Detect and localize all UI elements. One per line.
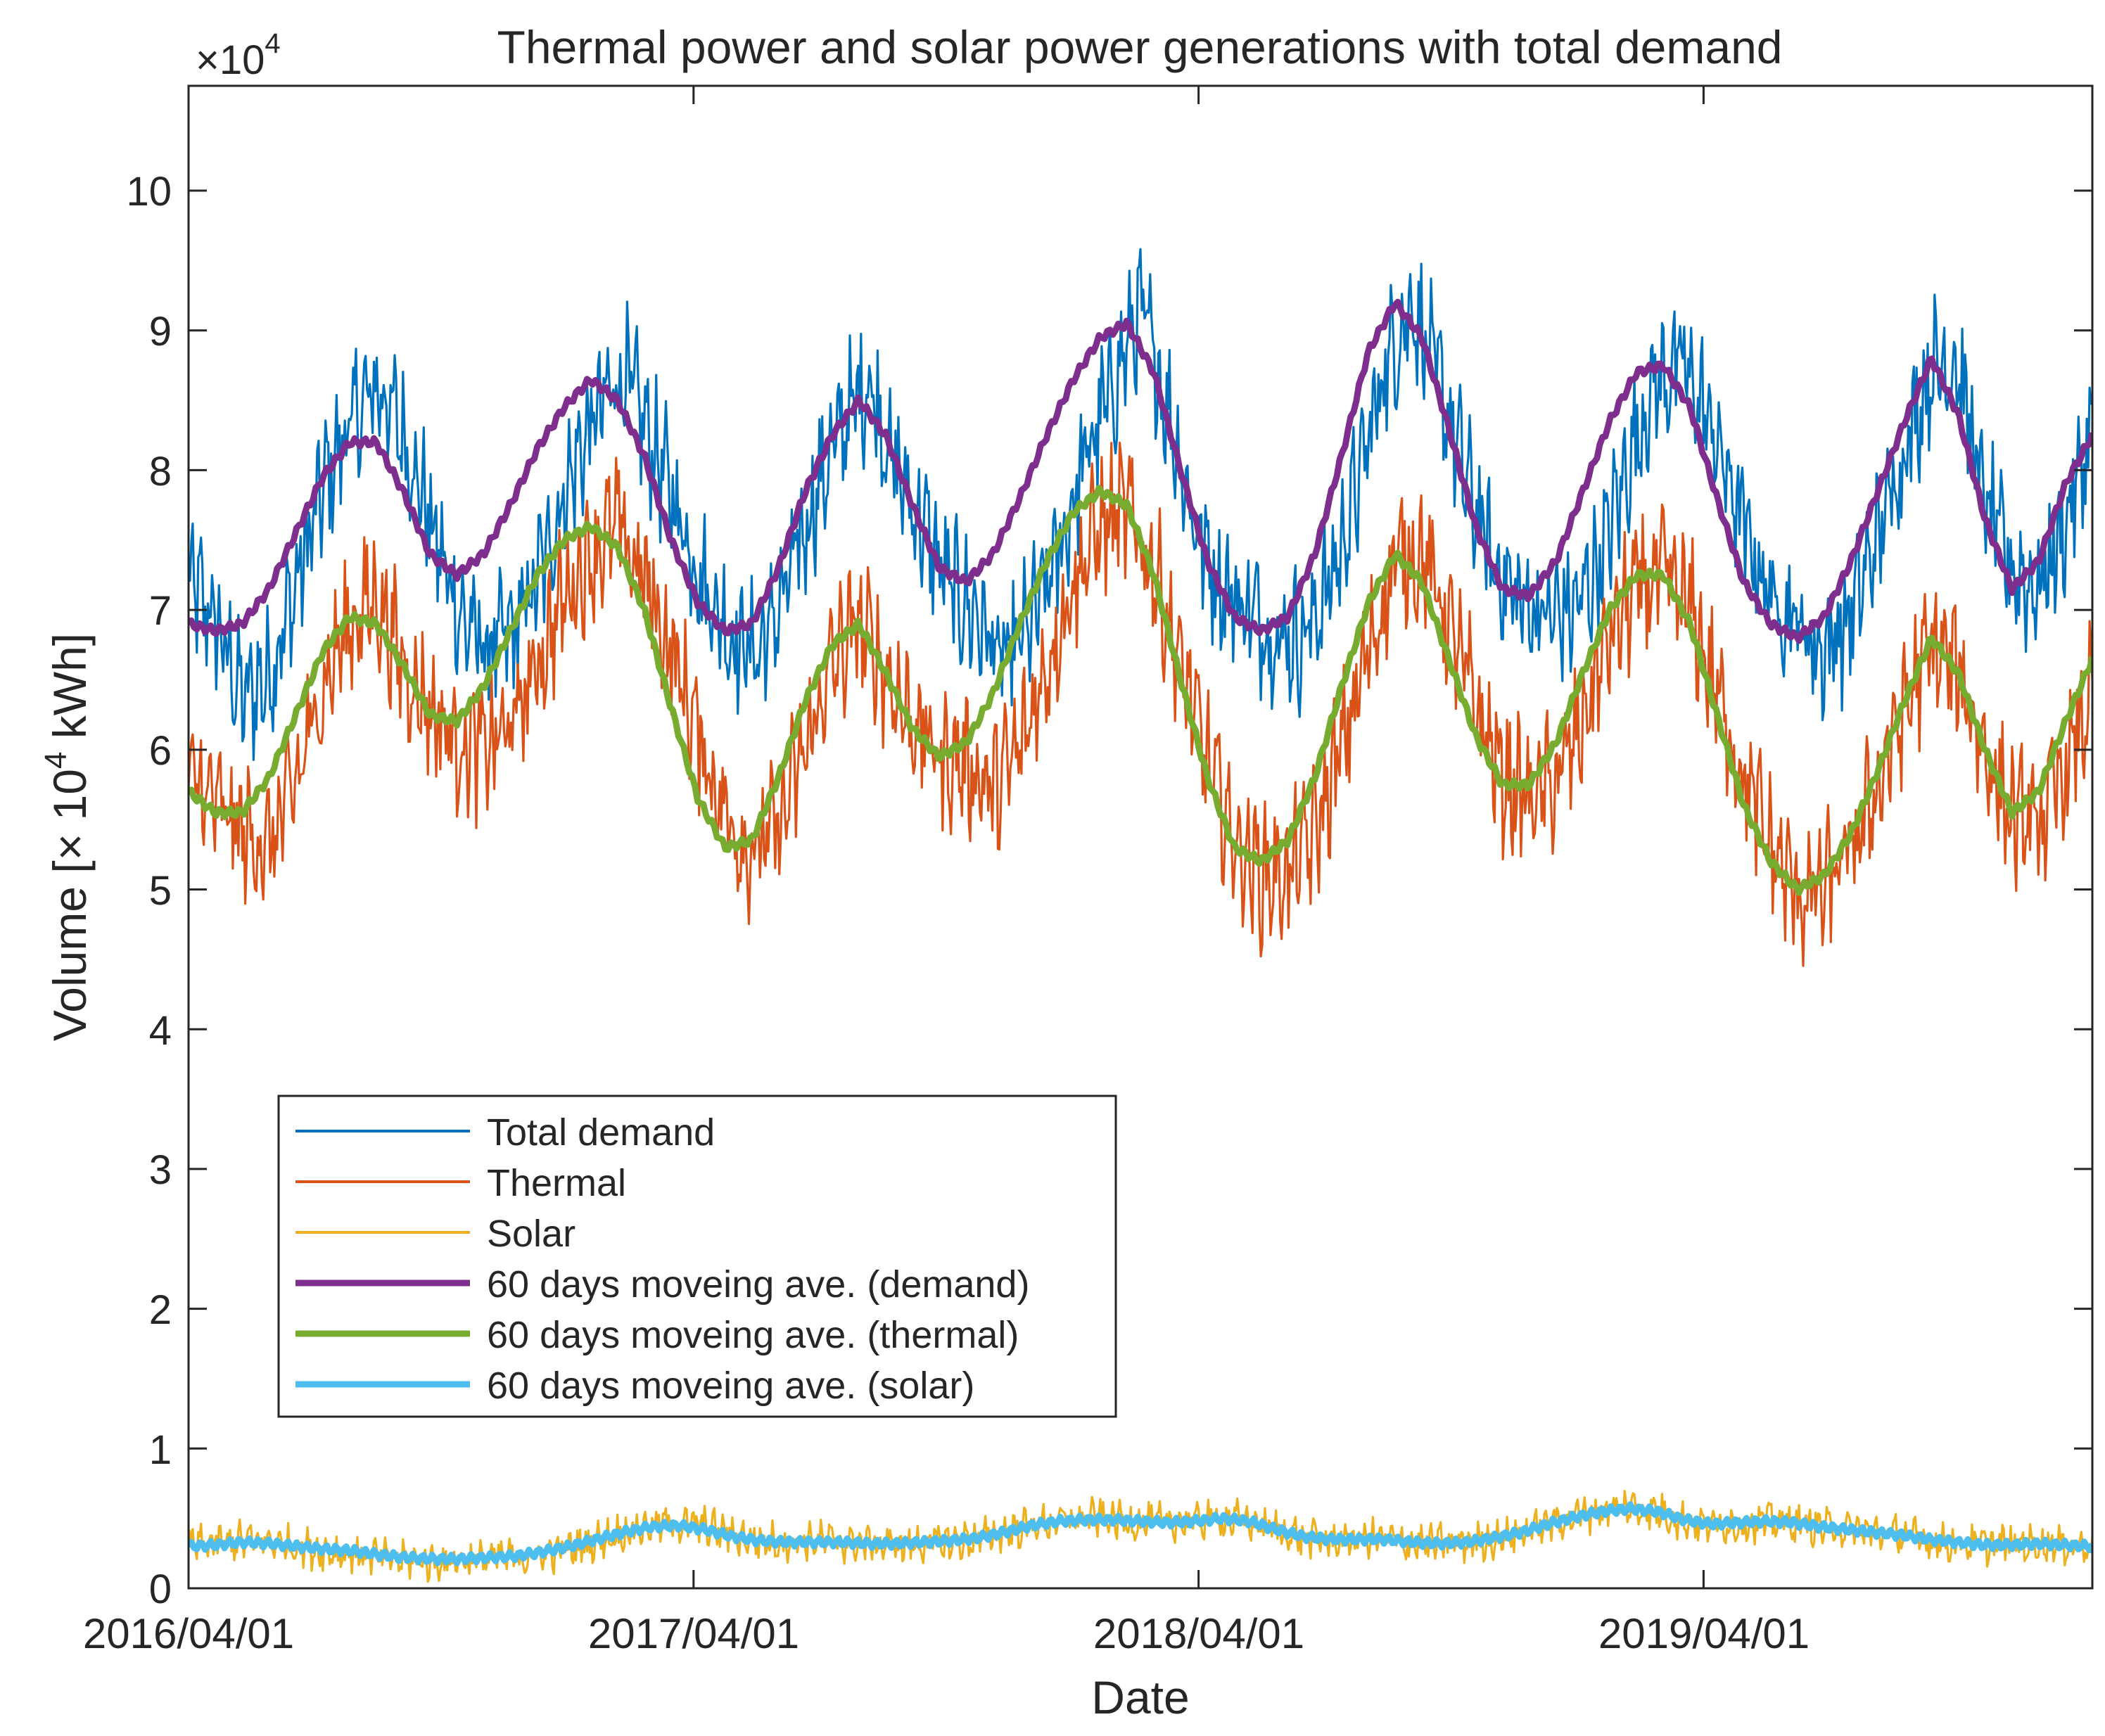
y-tick-label-3: 3 [149,1147,172,1193]
y-tick-label-10: 10 [126,169,172,215]
axis-multiplier-base: 10 [220,37,265,83]
y-tick-label-5: 5 [149,868,172,914]
y-axis-label: Volume [× 104 kWh] [39,633,96,1041]
legend-label-ma-thermal: 60 days moveing ave. (thermal) [487,1314,1019,1356]
legend-label-thermal: Thermal [487,1162,626,1204]
y-label-suffix: kWh] [44,633,96,752]
y-tick-label-7: 7 [149,588,172,634]
x-tick-label-2017: 2017/04/01 [588,1610,799,1657]
y-tick-label-6: 6 [149,728,172,774]
y-tick-label-9: 9 [149,309,172,355]
y-label-exp: 4 [39,752,73,769]
legend-label-solar: Solar [487,1213,575,1255]
chart-title: Thermal power and solar power generation… [497,21,1783,73]
y-tick-label-8: 8 [149,449,172,494]
x-axis-label: Date [1091,1671,1189,1723]
y-tick-label-4: 4 [149,1008,172,1054]
ticks-layer [187,86,2092,1590]
x-tick-labels: 2016/04/01 2017/04/01 2018/04/01 2019/04… [83,1610,1810,1657]
y-tick-label-1: 1 [149,1427,172,1473]
axis-multiplier: ×104 [196,28,281,83]
series-60-days-moveing-ave-thermal [189,485,2092,896]
series-layer [189,248,2092,1583]
legend: Total demand Thermal Solar 60 days movei… [277,1094,1117,1418]
x-tick-label-2019: 2019/04/01 [1598,1610,1810,1657]
series-60-days-moveing-ave-solar [189,1501,2092,1566]
legend-label-ma-solar: 60 days moveing ave. (solar) [487,1365,974,1407]
x-tick-label-2018: 2018/04/01 [1093,1610,1304,1657]
y-tick-label-2: 2 [149,1287,172,1333]
x-tick-label-2016: 2016/04/01 [83,1610,294,1657]
y-tick-label-0: 0 [149,1566,172,1612]
series-60-days-moveing-ave-demand [189,298,2092,644]
legend-box [277,1094,1117,1418]
y-label-times: × [44,834,96,861]
axis-multiplier-exp: 4 [265,28,280,59]
y-label-base: 10 [44,769,96,834]
axes-box [187,84,2094,1590]
y-label-prefix: Volume [ [44,860,96,1041]
legend-label-total-demand: Total demand [487,1111,715,1154]
axis-multiplier-times: × [196,37,220,83]
legend-label-ma-demand: 60 days moveing ave. (demand) [487,1263,1029,1306]
y-tick-labels: 0 1 2 3 4 5 6 7 8 9 10 [126,169,172,1612]
